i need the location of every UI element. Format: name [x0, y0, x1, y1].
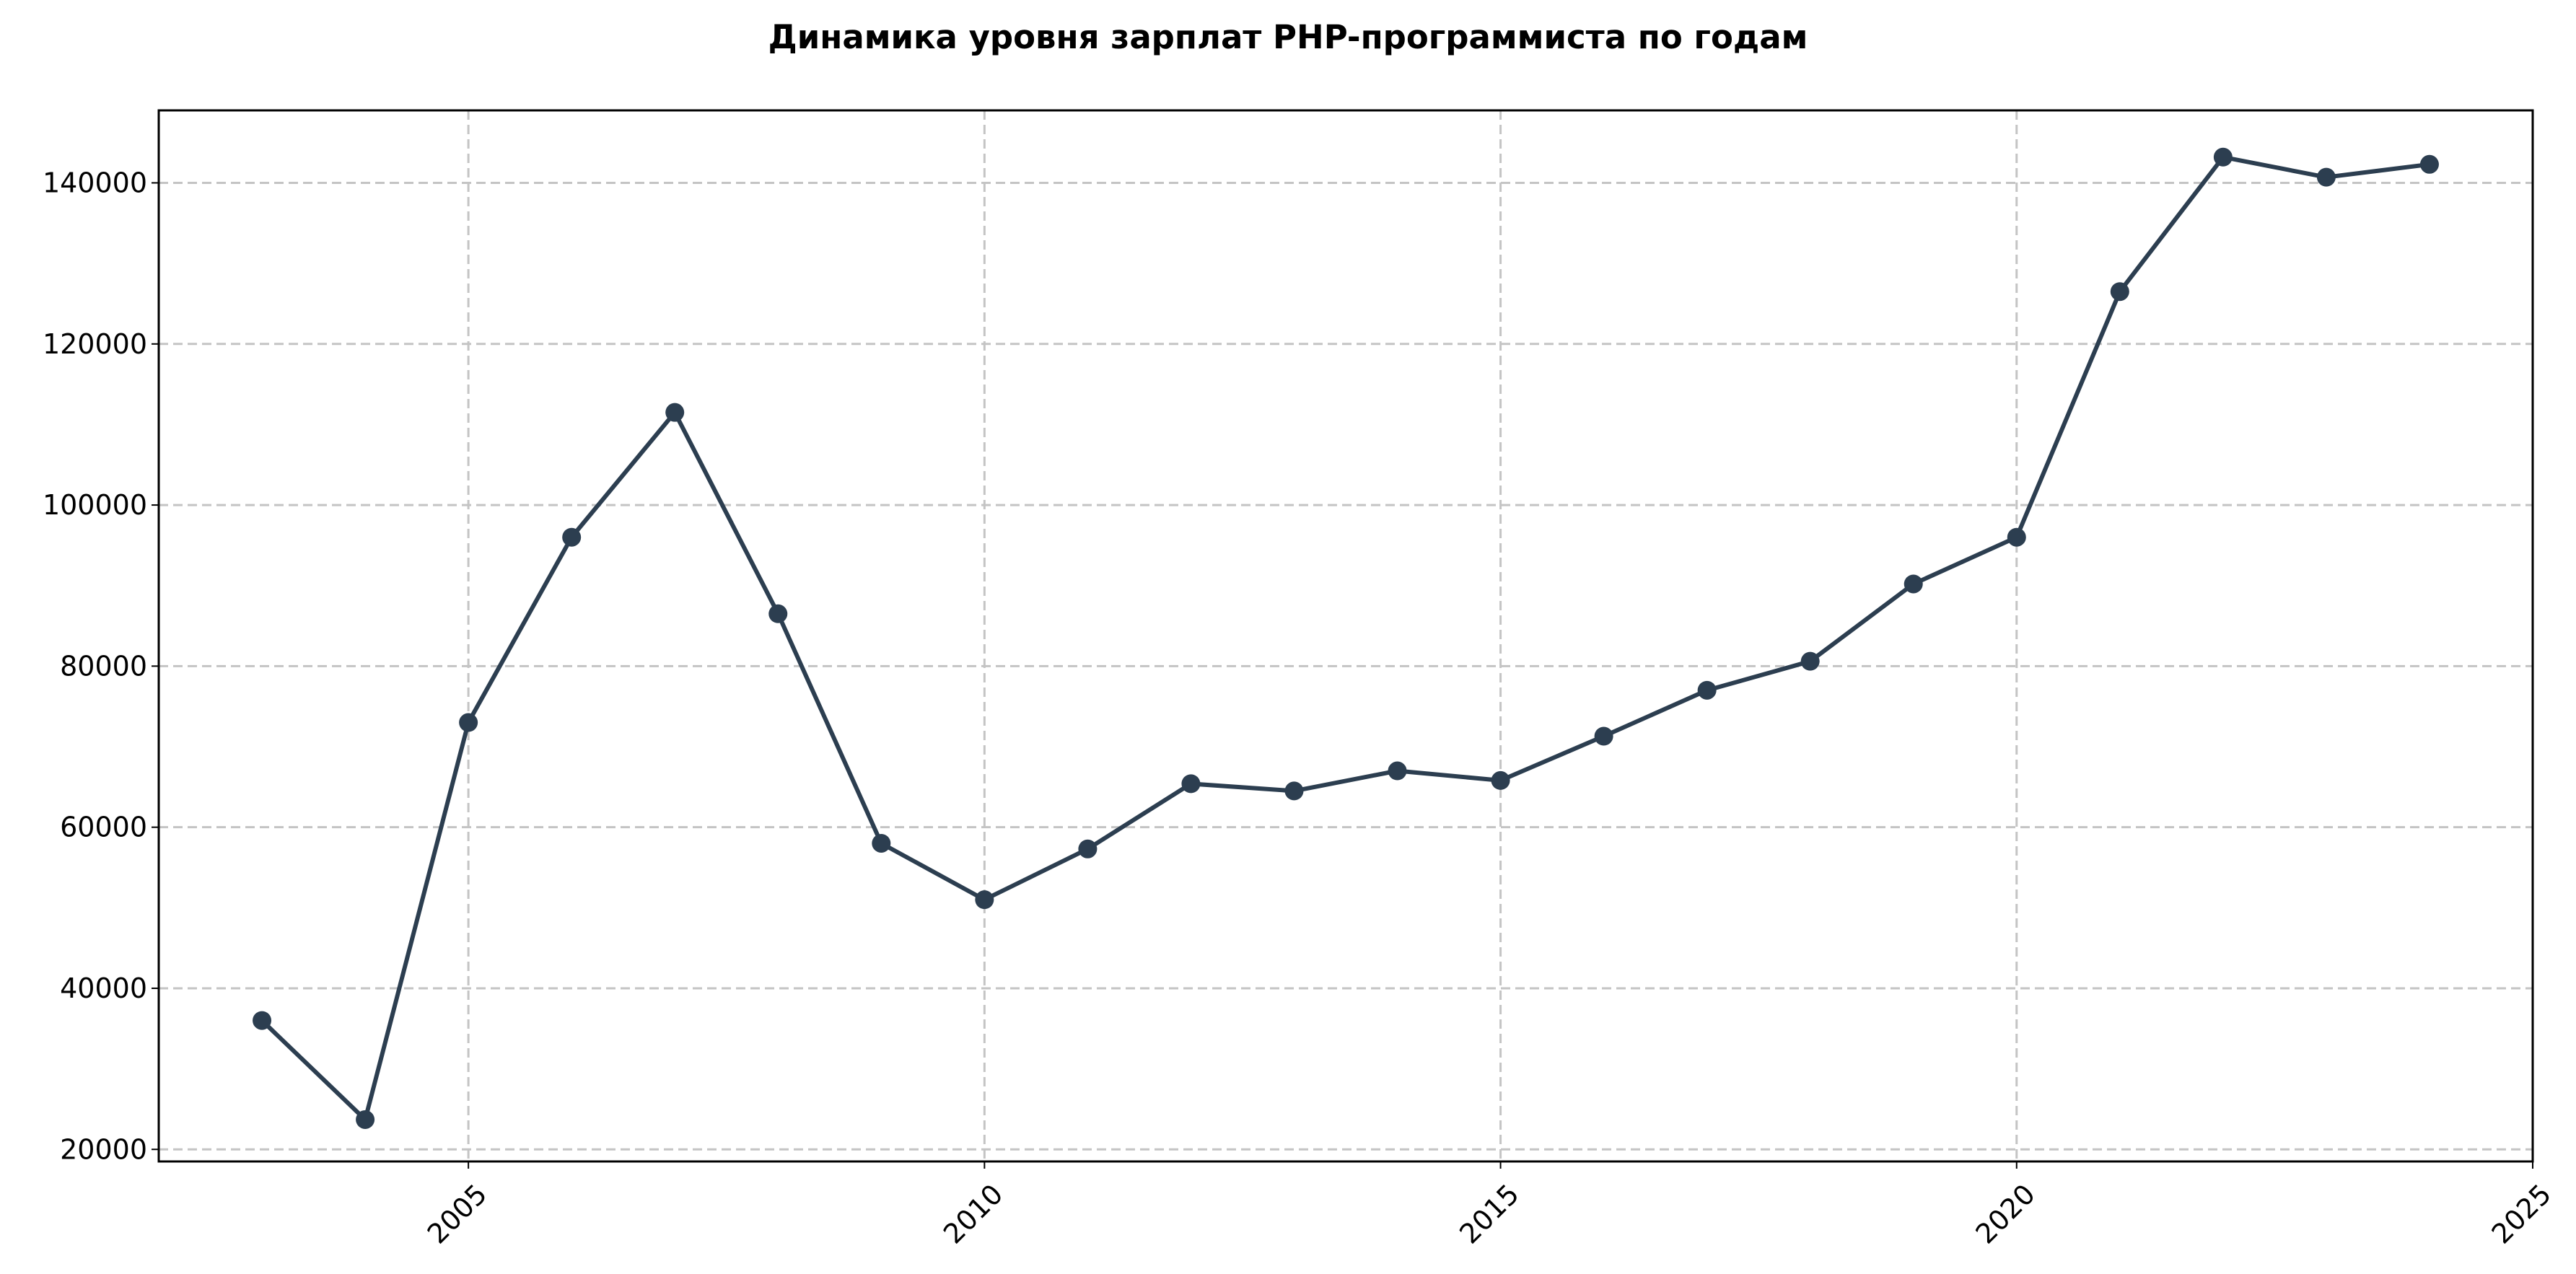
data-point [1388, 761, 1407, 781]
x-tick-label: 2005 [421, 1178, 494, 1250]
data-point [872, 833, 891, 853]
data-point [1903, 574, 1923, 594]
data-point [1697, 680, 1717, 700]
data-point [1491, 770, 1510, 790]
data-point [253, 1011, 272, 1030]
data-point [1284, 781, 1304, 801]
data-point [1181, 774, 1201, 794]
data-point [768, 604, 788, 623]
y-tick-label: 120000 [43, 328, 147, 360]
axis-ticks: 20000 40000 60000 80000 100000 120000 140000 20… [43, 167, 2557, 1249]
data-point [2110, 282, 2129, 302]
data-point [1800, 651, 1820, 671]
y-tick-label: 60000 [60, 812, 147, 843]
data-point [2316, 167, 2336, 187]
data-point [975, 890, 994, 910]
x-tick-label: 2025 [2486, 1178, 2558, 1250]
y-tick-label: 100000 [43, 489, 147, 521]
x-tick-label: 2020 [1969, 1178, 2041, 1250]
data-point [356, 1110, 375, 1129]
y-tick-label: 140000 [43, 167, 147, 198]
data-point [1078, 839, 1098, 858]
x-tick-label: 2015 [1453, 1178, 1525, 1250]
y-tick-label: 80000 [60, 650, 147, 682]
data-point [562, 527, 582, 547]
data-point [1594, 726, 1613, 746]
series-layer [253, 147, 2439, 1129]
y-tick-label: 20000 [60, 1133, 147, 1165]
plot-frame [157, 109, 2534, 1163]
data-point [459, 713, 478, 732]
data-point [2213, 147, 2233, 167]
series-line [260, 154, 2432, 1122]
data-point [2007, 527, 2026, 547]
data-point [665, 403, 685, 422]
chart-title: Динамика уровня зарплат PHP-программиста… [768, 18, 1808, 56]
x-tick-label: 2010 [937, 1178, 1009, 1250]
data-point [2419, 154, 2439, 174]
y-tick-label: 40000 [60, 972, 147, 1004]
